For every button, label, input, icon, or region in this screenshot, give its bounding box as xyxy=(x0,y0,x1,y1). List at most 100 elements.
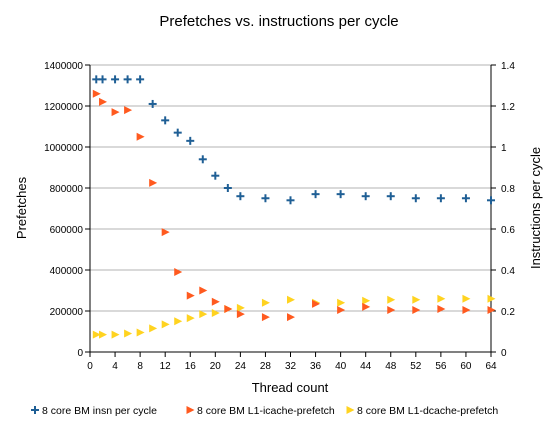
ipc-point xyxy=(161,116,170,125)
legend-item: 8 core BM insn per cycle xyxy=(31,405,157,417)
ipc-point xyxy=(361,192,370,201)
dcache-prefetch-point xyxy=(199,310,208,319)
right-tick-label: 1.2 xyxy=(501,102,515,113)
ipc-point xyxy=(411,194,420,203)
dcache-prefetch-point xyxy=(261,298,270,307)
x-tick-label: 36 xyxy=(310,361,322,372)
right-tick-label: 0.2 xyxy=(501,307,515,318)
x-tick-label: 4 xyxy=(112,361,118,372)
ipc-point xyxy=(436,194,445,203)
x-tick-label: 60 xyxy=(460,361,472,372)
dcache-prefetch-point xyxy=(211,309,220,318)
left-tick-label: 200000 xyxy=(50,307,84,318)
icache-prefetch-point xyxy=(287,313,295,322)
ipc-point xyxy=(236,192,245,201)
legend-item: 8 core BM L1-dcache-prefetch xyxy=(346,405,498,417)
icache-prefetch-point xyxy=(312,299,321,308)
icache-prefetch-point xyxy=(236,310,245,319)
dcache-prefetch-point xyxy=(462,294,471,303)
icache-prefetch-point xyxy=(161,228,170,237)
x-tick-label: 40 xyxy=(335,361,347,372)
x-tick-label: 16 xyxy=(185,361,197,372)
right-tick-label: 1.4 xyxy=(501,61,515,72)
legend: 8 core BM insn per cycle 8 core BM L1-ica… xyxy=(31,405,498,417)
icache-prefetch-point xyxy=(487,305,496,314)
dcache-prefetch-point xyxy=(337,298,346,307)
icache-prefetch-point xyxy=(99,97,108,106)
left-tick-label: 1400000 xyxy=(44,61,83,72)
right-tick-label: 0.4 xyxy=(501,266,515,277)
icache-prefetch-point xyxy=(437,304,446,313)
dcache-prefetch-point xyxy=(149,324,158,333)
icache-prefetch-point xyxy=(412,305,421,314)
legend-marker xyxy=(346,406,355,414)
icache-prefetch-point xyxy=(199,286,208,295)
left-tick-label: 600000 xyxy=(50,225,84,236)
left-axis-label: Prefetches xyxy=(14,176,29,239)
legend-marker xyxy=(186,406,195,414)
icache-prefetch-point xyxy=(387,305,396,314)
ipc-point xyxy=(136,75,145,84)
left-tick-label: 0 xyxy=(77,348,83,359)
right-tick-label: 1 xyxy=(501,143,507,154)
dcache-prefetch-point xyxy=(161,320,170,329)
ipc-point xyxy=(173,128,182,137)
ipc-point xyxy=(98,75,107,84)
dcache-prefetch-point xyxy=(111,330,120,339)
right-tick-label: 0 xyxy=(501,348,507,359)
left-tick-label: 800000 xyxy=(50,184,84,195)
x-tick-label: 48 xyxy=(385,361,397,372)
ipc-point xyxy=(111,75,120,84)
right-tick-label: 0.6 xyxy=(501,225,515,236)
x-tick-label: 12 xyxy=(160,361,172,372)
dcache-prefetch-point xyxy=(186,314,195,323)
ipc-point xyxy=(223,184,232,192)
icache-prefetch-point xyxy=(174,268,183,277)
icache-prefetch-point xyxy=(136,132,145,141)
gridlines xyxy=(90,64,491,312)
legend-label: 8 core BM L1-icache-prefetch xyxy=(197,405,335,417)
dcache-prefetch-point xyxy=(92,330,101,339)
x-tick-label: 56 xyxy=(435,361,447,372)
ipc-point xyxy=(211,171,220,180)
dcache-prefetch-point xyxy=(174,317,183,326)
dcache-prefetch-point xyxy=(236,303,245,312)
icache-prefetch-point xyxy=(224,304,233,313)
ipc-point xyxy=(148,99,157,108)
ipc-point xyxy=(186,136,195,145)
tick-labels: 0 200000 400000 600000 800000 1000000 1200000 1… xyxy=(44,61,515,372)
dcache-prefetch-point xyxy=(124,329,133,338)
ipc-point xyxy=(261,194,270,203)
legend-label: 8 core BM L1-dcache-prefetch xyxy=(357,405,498,417)
icache-prefetch-point xyxy=(337,305,346,314)
ipc-point xyxy=(198,155,207,164)
x-tick-label: 20 xyxy=(210,361,222,372)
dcache-prefetch-point xyxy=(362,296,371,305)
x-tick-label: 32 xyxy=(285,361,297,372)
dcache-prefetch-point xyxy=(487,294,496,303)
dcache-prefetch-point xyxy=(287,295,295,304)
ipc-point xyxy=(487,196,495,205)
left-tick-label: 1200000 xyxy=(44,102,83,113)
left-tick-label: 400000 xyxy=(50,266,84,277)
ipc-point xyxy=(336,190,345,199)
x-tick-label: 24 xyxy=(235,361,247,372)
dcache-prefetch-point xyxy=(99,330,108,339)
x-tick-label: 52 xyxy=(410,361,422,372)
icache-prefetch-point xyxy=(149,178,158,187)
icache-prefetch-point xyxy=(362,302,371,311)
ipc-point xyxy=(286,196,295,205)
icache-prefetch-point xyxy=(261,313,270,322)
ipc-point xyxy=(386,192,395,201)
icache-prefetch-point xyxy=(211,297,220,306)
icache-prefetch-point xyxy=(462,305,471,314)
x-tick-label: 44 xyxy=(360,361,372,372)
axes xyxy=(89,65,492,353)
right-axis-label: Instructions per cycle xyxy=(528,147,543,269)
dcache-prefetch-point xyxy=(387,295,396,304)
x-tick-label: 8 xyxy=(137,361,143,372)
left-tick-label: 1000000 xyxy=(44,143,83,154)
dcache-prefetch-point xyxy=(412,295,421,304)
